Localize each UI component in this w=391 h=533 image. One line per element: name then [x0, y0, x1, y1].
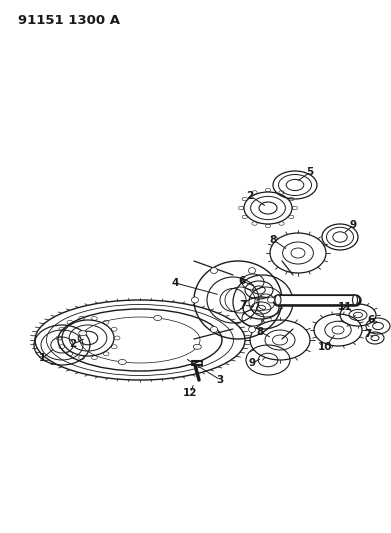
- Ellipse shape: [249, 268, 255, 273]
- Text: 7: 7: [364, 329, 372, 339]
- Ellipse shape: [118, 359, 126, 365]
- Text: 8: 8: [256, 327, 264, 337]
- Ellipse shape: [210, 268, 217, 273]
- Text: 11: 11: [338, 302, 352, 312]
- Text: 5: 5: [307, 167, 314, 177]
- Text: 91151 1300 A: 91151 1300 A: [18, 14, 120, 27]
- Text: 7: 7: [239, 300, 247, 310]
- Text: 12: 12: [183, 388, 197, 398]
- Ellipse shape: [249, 326, 255, 333]
- Text: 2: 2: [69, 339, 77, 349]
- Text: 9: 9: [350, 220, 357, 230]
- Ellipse shape: [353, 295, 357, 305]
- Ellipse shape: [154, 316, 162, 320]
- Text: 1: 1: [38, 353, 46, 363]
- Ellipse shape: [192, 297, 199, 303]
- Text: 6: 6: [239, 276, 246, 286]
- Ellipse shape: [210, 326, 217, 333]
- Text: 6: 6: [368, 315, 375, 325]
- Text: 10: 10: [318, 342, 332, 352]
- Ellipse shape: [79, 330, 87, 336]
- Ellipse shape: [267, 297, 274, 303]
- Text: 3: 3: [216, 375, 224, 385]
- Text: 2: 2: [246, 191, 254, 201]
- Ellipse shape: [275, 295, 281, 305]
- Ellipse shape: [193, 344, 201, 349]
- Text: 9: 9: [248, 358, 256, 368]
- Text: 8: 8: [269, 235, 276, 245]
- Text: 4: 4: [171, 278, 179, 288]
